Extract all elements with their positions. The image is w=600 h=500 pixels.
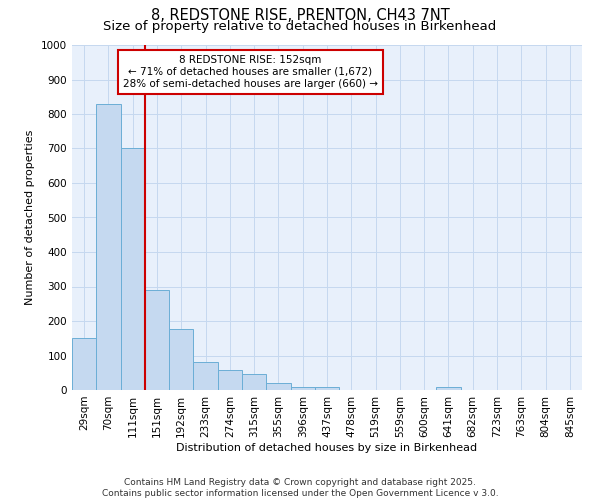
Bar xyxy=(72,338,96,390)
Text: 8 REDSTONE RISE: 152sqm
← 71% of detached houses are smaller (1,672)
28% of semi: 8 REDSTONE RISE: 152sqm ← 71% of detache… xyxy=(123,56,378,88)
Y-axis label: Number of detached properties: Number of detached properties xyxy=(25,130,35,305)
Text: 8, REDSTONE RISE, PRENTON, CH43 7NT: 8, REDSTONE RISE, PRENTON, CH43 7NT xyxy=(151,8,449,22)
Bar xyxy=(193,362,218,390)
Text: Size of property relative to detached houses in Birkenhead: Size of property relative to detached ho… xyxy=(103,20,497,33)
Text: Contains HM Land Registry data © Crown copyright and database right 2025.
Contai: Contains HM Land Registry data © Crown c… xyxy=(101,478,499,498)
Bar xyxy=(218,370,242,390)
Bar xyxy=(315,386,339,390)
Bar xyxy=(242,374,266,390)
Bar xyxy=(96,104,121,390)
Bar xyxy=(436,387,461,390)
Bar xyxy=(169,328,193,390)
Bar xyxy=(121,148,145,390)
Bar xyxy=(145,290,169,390)
Bar xyxy=(266,383,290,390)
Bar xyxy=(290,386,315,390)
X-axis label: Distribution of detached houses by size in Birkenhead: Distribution of detached houses by size … xyxy=(176,442,478,452)
